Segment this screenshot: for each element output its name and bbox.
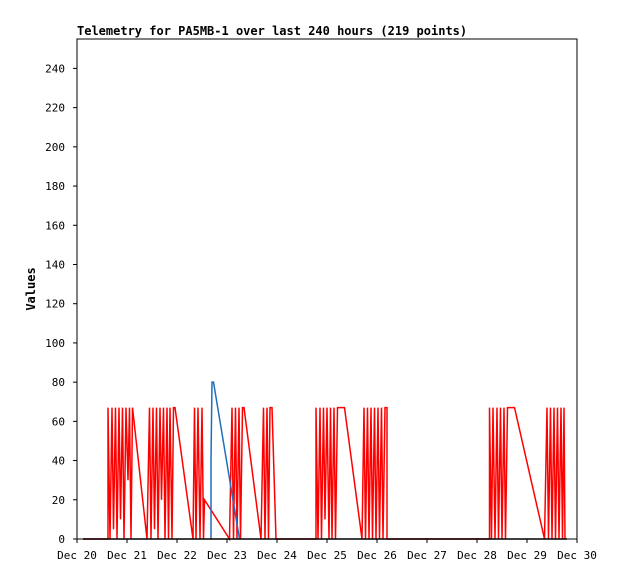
y-tick-label: 60 (52, 415, 65, 428)
x-tick-label: Dec 26 (357, 549, 397, 562)
y-tick-label: 180 (45, 180, 65, 193)
y-tick-label: 240 (45, 62, 65, 75)
x-tick-label: Dec 25 (307, 549, 347, 562)
chart-title: Telemetry for PA5MB-1 over last 240 hour… (77, 24, 467, 38)
y-tick-label: 100 (45, 337, 65, 350)
blue-series-line (210, 381, 241, 540)
y-tick-label: 200 (45, 141, 65, 154)
y-axis-label: Values (24, 267, 38, 310)
x-axis-ticks: Dec 20 Dec 21 Dec 22 Dec 23 Dec 24 Dec 25 Dec … (57, 539, 597, 562)
data-series (83, 381, 567, 542)
y-axis-ticks: 0 20 40 60 80 100 120 140 160 180 200 220 240 (45, 62, 77, 546)
x-tick-label: Dec 29 (507, 549, 547, 562)
x-tick-label: Dec 20 (57, 549, 97, 562)
y-tick-label: 140 (45, 258, 65, 271)
y-tick-label: 20 (52, 494, 65, 507)
y-tick-label: 0 (58, 533, 65, 546)
x-tick-label: Dec 24 (257, 549, 297, 562)
red-series-line (83, 406, 566, 542)
x-tick-label: Dec 23 (207, 549, 247, 562)
y-tick-label: 40 (52, 455, 65, 468)
x-tick-label: Dec 28 (457, 549, 497, 562)
y-tick-label: 80 (52, 376, 65, 389)
x-tick-label: Dec 30 (557, 549, 597, 562)
x-tick-label: Dec 27 (407, 549, 447, 562)
x-tick-label: Dec 21 (107, 549, 147, 562)
y-tick-label: 220 (45, 102, 65, 115)
y-tick-label: 160 (45, 219, 65, 232)
x-tick-label: Dec 22 (157, 549, 197, 562)
y-tick-label: 120 (45, 298, 65, 311)
